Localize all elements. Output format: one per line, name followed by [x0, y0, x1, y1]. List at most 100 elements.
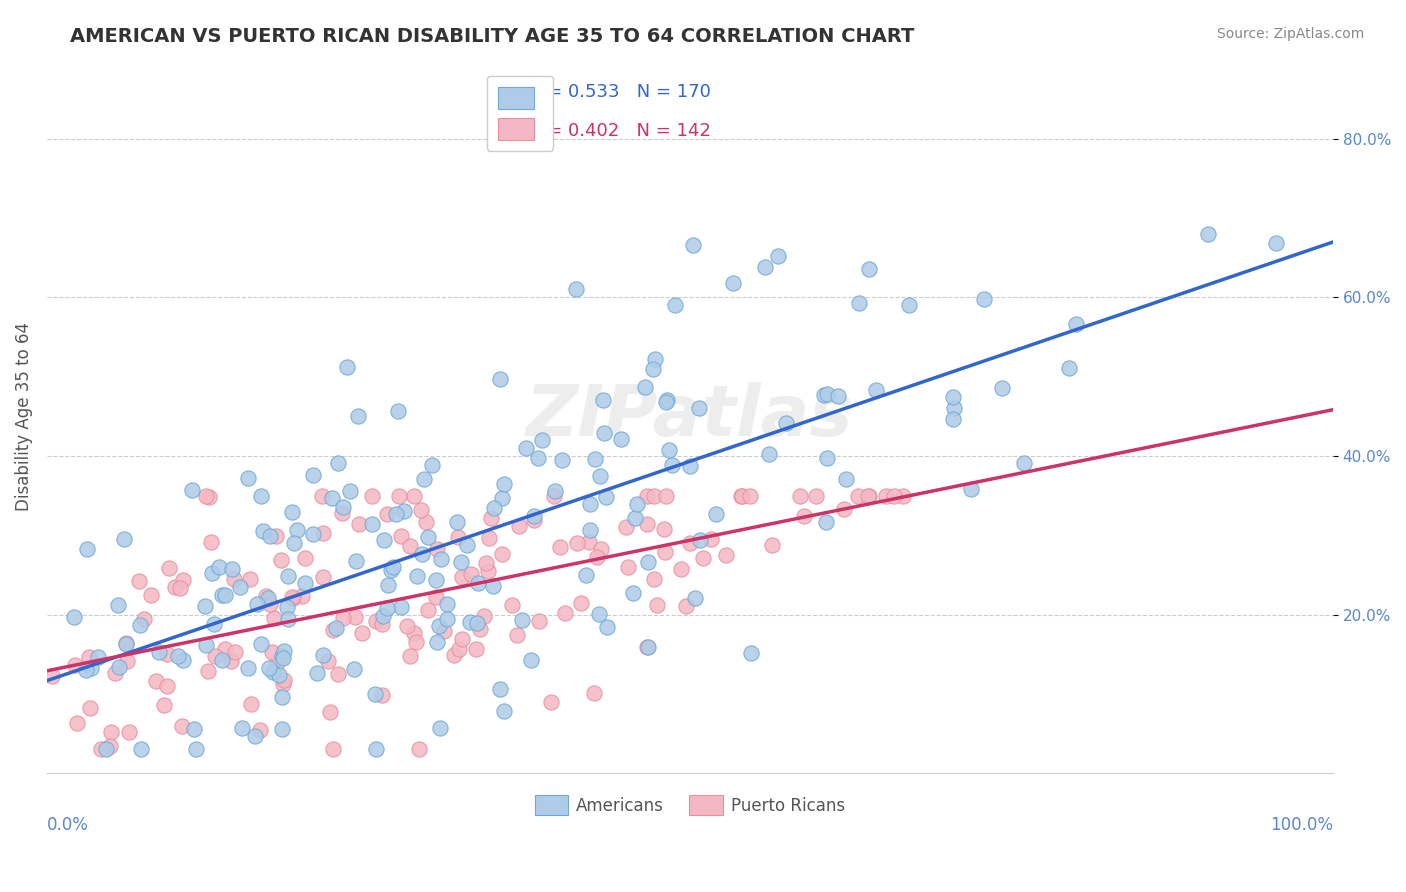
- Point: [316, 654, 339, 668]
- Point: [252, 524, 274, 538]
- Point: [240, 697, 263, 711]
- Point: [588, 607, 610, 621]
- Point: [194, 599, 217, 613]
- Point: [381, 560, 404, 574]
- Point: [63, 658, 86, 673]
- Point: [396, 618, 419, 632]
- Point: [389, 599, 412, 614]
- Point: [283, 535, 305, 549]
- Point: [361, 517, 384, 532]
- Point: [551, 453, 574, 467]
- Point: [758, 447, 780, 461]
- Point: [1264, 235, 1286, 250]
- Point: [731, 489, 754, 503]
- Point: [204, 648, 226, 663]
- Point: [427, 619, 450, 633]
- Point: [224, 572, 246, 586]
- Point: [543, 484, 565, 499]
- Point: [721, 277, 744, 291]
- Point: [239, 572, 262, 586]
- Point: [492, 477, 515, 491]
- Point: [302, 526, 325, 541]
- Point: [813, 388, 835, 402]
- Point: [412, 472, 434, 486]
- Point: [377, 601, 399, 615]
- Point: [79, 649, 101, 664]
- Point: [211, 588, 233, 602]
- Point: [1057, 360, 1080, 375]
- Point: [153, 698, 176, 713]
- Point: [194, 489, 217, 503]
- Point: [339, 483, 361, 498]
- Point: [643, 572, 665, 586]
- Point: [883, 489, 905, 503]
- Point: [156, 680, 179, 694]
- Point: [319, 706, 342, 720]
- Point: [740, 489, 762, 503]
- Point: [793, 508, 815, 523]
- Point: [195, 638, 218, 652]
- Point: [973, 292, 995, 306]
- Point: [156, 647, 179, 661]
- Point: [761, 537, 783, 551]
- Point: [529, 614, 551, 628]
- Point: [392, 503, 415, 517]
- Point: [530, 434, 553, 448]
- Point: [592, 393, 614, 408]
- Text: 0.0%: 0.0%: [46, 816, 89, 834]
- Point: [236, 661, 259, 675]
- Text: AMERICAN VS PUERTO RICAN DISABILITY AGE 35 TO 64 CORRELATION CHART: AMERICAN VS PUERTO RICAN DISABILITY AGE …: [70, 27, 915, 45]
- Point: [107, 660, 129, 674]
- Point: [332, 500, 354, 515]
- Point: [768, 249, 790, 263]
- Point: [322, 742, 344, 756]
- Point: [343, 662, 366, 676]
- Point: [943, 401, 966, 415]
- Point: [634, 380, 657, 394]
- Point: [312, 526, 335, 541]
- Point: [346, 409, 368, 423]
- Point: [540, 695, 562, 709]
- Point: [654, 544, 676, 558]
- Point: [384, 508, 406, 522]
- Point: [262, 645, 284, 659]
- Point: [326, 456, 349, 470]
- Point: [565, 535, 588, 549]
- Point: [271, 690, 294, 704]
- Point: [510, 613, 533, 627]
- Point: [468, 622, 491, 636]
- Point: [404, 489, 426, 503]
- Point: [506, 628, 529, 642]
- Point: [589, 542, 612, 557]
- Point: [352, 626, 374, 640]
- Point: [157, 561, 180, 575]
- Point: [404, 626, 426, 640]
- Point: [523, 513, 546, 527]
- Point: [128, 618, 150, 632]
- Point: [236, 470, 259, 484]
- Point: [141, 588, 163, 602]
- Point: [128, 574, 150, 588]
- Point: [898, 298, 921, 312]
- Point: [754, 260, 776, 274]
- Point: [593, 425, 616, 440]
- Point: [637, 489, 659, 503]
- Point: [679, 458, 702, 473]
- Point: [730, 489, 752, 503]
- Point: [472, 608, 495, 623]
- Point: [311, 489, 333, 503]
- Point: [328, 666, 350, 681]
- Point: [596, 620, 619, 634]
- Point: [523, 508, 546, 523]
- Point: [132, 612, 155, 626]
- Point: [554, 606, 576, 620]
- Point: [281, 505, 304, 519]
- Point: [148, 644, 170, 658]
- Point: [250, 637, 273, 651]
- Point: [224, 645, 246, 659]
- Point: [815, 386, 838, 401]
- Point: [294, 550, 316, 565]
- Point: [263, 611, 285, 625]
- Point: [256, 591, 278, 605]
- Point: [246, 597, 269, 611]
